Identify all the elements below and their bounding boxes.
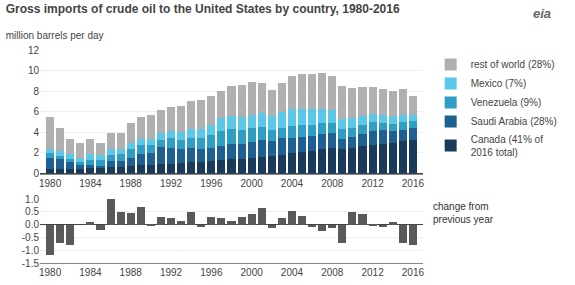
svg-text:-1.5: -1.5	[22, 258, 40, 269]
svg-text:1996: 1996	[200, 178, 223, 189]
svg-text:1980: 1980	[39, 178, 62, 189]
svg-text:0.0: 0.0	[25, 219, 39, 230]
svg-text:1984: 1984	[79, 267, 102, 278]
svg-text:1996: 1996	[200, 267, 223, 278]
svg-text:rest of world (28%): rest of world (28%)	[471, 59, 555, 70]
svg-text:1992: 1992	[160, 178, 183, 189]
svg-text:2008: 2008	[321, 178, 344, 189]
svg-text:2008: 2008	[321, 267, 344, 278]
svg-text:-0.5: -0.5	[22, 232, 40, 243]
svg-text:2000: 2000	[241, 267, 264, 278]
svg-text:1984: 1984	[79, 178, 102, 189]
svg-text:2016: 2016	[402, 178, 425, 189]
svg-text:2012: 2012	[361, 267, 384, 278]
svg-text:2004: 2004	[281, 267, 304, 278]
svg-text:change fromprevious year: change fromprevious year	[433, 201, 494, 225]
svg-text:million barrels per day: million barrels per day	[6, 30, 104, 41]
svg-text:Gross imports of crude oil to: Gross imports of crude oil to the United…	[6, 2, 400, 16]
svg-text:Saudi Arabia (28%): Saudi Arabia (28%)	[471, 116, 557, 127]
svg-text:2: 2	[33, 147, 39, 158]
svg-text:Venezuela (9%): Venezuela (9%)	[471, 97, 542, 108]
svg-text:1980: 1980	[39, 267, 62, 278]
svg-text:4: 4	[33, 127, 39, 138]
svg-text:0: 0	[33, 168, 39, 179]
svg-text:6: 6	[33, 106, 39, 117]
svg-text:12: 12	[28, 45, 40, 56]
svg-text:Canada (41% of2016 total): Canada (41% of2016 total)	[471, 134, 543, 158]
svg-text:1992: 1992	[160, 267, 183, 278]
svg-text:2004: 2004	[281, 178, 304, 189]
svg-text:1988: 1988	[120, 267, 143, 278]
svg-text:8: 8	[33, 86, 39, 97]
svg-text:10: 10	[28, 65, 40, 76]
svg-text:0.5: 0.5	[25, 206, 39, 217]
svg-text:2012: 2012	[361, 178, 384, 189]
svg-text:eia: eia	[533, 6, 551, 21]
svg-text:1.0: 1.0	[25, 194, 39, 205]
svg-text:1988: 1988	[120, 178, 143, 189]
svg-text:Mexico (7%): Mexico (7%)	[471, 78, 527, 89]
svg-text:2000: 2000	[241, 178, 264, 189]
svg-text:-1.0: -1.0	[22, 245, 40, 256]
svg-text:2016: 2016	[402, 267, 425, 278]
